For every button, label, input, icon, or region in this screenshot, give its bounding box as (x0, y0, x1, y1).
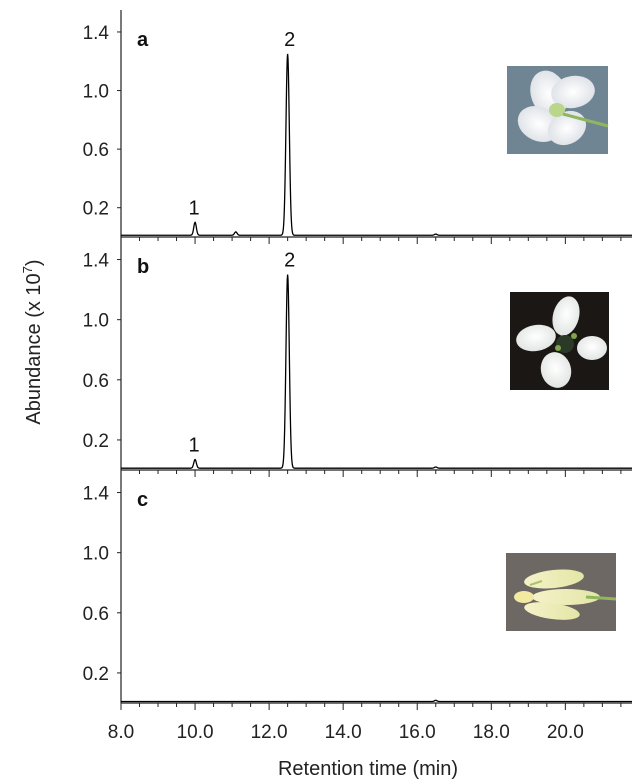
y-axis-title: Abundance (x 107) (20, 259, 45, 424)
x-tick-label: 12.0 (251, 722, 288, 743)
panel-a-peak-2-label: 2 (284, 29, 295, 51)
panel-b-y-tick-label: 1.0 (83, 311, 109, 332)
x-tick-label: 20.0 (547, 722, 584, 743)
panel-b-peak-1-label: 1 (188, 434, 199, 456)
panel-b-y-tick-label: 0.2 (83, 431, 109, 452)
panel-c-y-tick-label: 0.2 (83, 664, 109, 685)
panel-a-peak-1-label: 1 (188, 197, 199, 219)
panel-letter-c: c (137, 489, 148, 511)
pale-yellow-flower-buds-photo (506, 553, 617, 631)
panel-letter-a: a (137, 29, 149, 51)
white-flower-dark-background-photo (510, 292, 609, 390)
x-tick-label: 8.0 (108, 722, 134, 743)
x-axis-title: Retention time (min) (278, 758, 458, 780)
x-tick-label: 18.0 (473, 722, 510, 743)
panel-c-trace (121, 699, 632, 703)
panel-b-y-tick-label: 0.6 (83, 371, 109, 392)
panel-a-y-tick-label: 0.2 (83, 199, 109, 220)
panel-letter-b: b (137, 256, 149, 278)
panel-b-y-tick-label: 1.4 (83, 251, 110, 272)
white-flower-photo (507, 66, 609, 154)
panel-a-y-tick-label: 1.0 (83, 82, 109, 103)
x-tick-label: 16.0 (399, 722, 436, 743)
panel-b-peak-2-label: 2 (284, 250, 295, 272)
panel-c-y-tick-label: 1.4 (83, 484, 110, 505)
panel-b-trace (121, 274, 632, 469)
panel-a-y-tick-label: 0.6 (83, 140, 109, 161)
x-tick-label: 10.0 (177, 722, 214, 743)
panel-a-trace (121, 53, 632, 236)
panel-c-y-tick-label: 1.0 (83, 544, 109, 565)
panel-c-y-tick-label: 0.6 (83, 604, 109, 625)
panel-a-y-tick-label: 1.4 (83, 23, 110, 44)
x-tick-label: 14.0 (325, 722, 362, 743)
